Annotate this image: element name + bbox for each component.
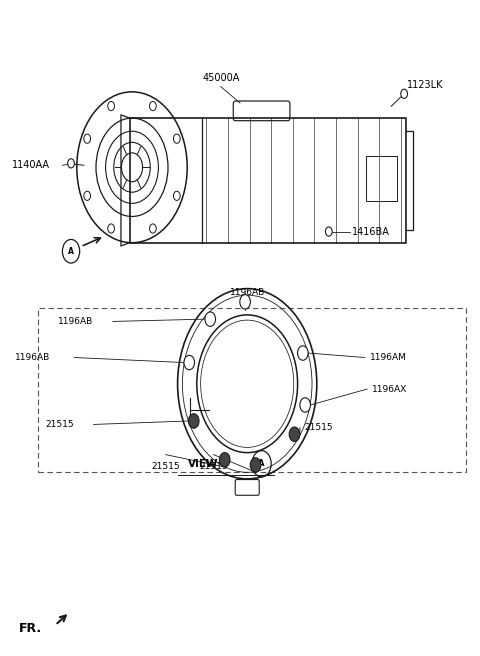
Bar	[38, 308, 466, 472]
Circle shape	[289, 427, 300, 441]
Text: A: A	[258, 459, 265, 468]
Circle shape	[240, 295, 251, 309]
Text: 1123LK: 1123LK	[407, 80, 444, 90]
Text: 21515: 21515	[199, 462, 228, 472]
Text: 21515: 21515	[151, 462, 180, 472]
Circle shape	[401, 89, 408, 98]
Text: 1196AB: 1196AB	[59, 317, 94, 326]
Circle shape	[84, 192, 91, 201]
Circle shape	[298, 346, 308, 360]
Circle shape	[300, 398, 311, 412]
Circle shape	[325, 227, 332, 236]
Circle shape	[173, 134, 180, 143]
Text: 1196AB: 1196AB	[229, 287, 265, 297]
Circle shape	[108, 102, 114, 111]
Circle shape	[205, 312, 216, 326]
Text: VIEW: VIEW	[188, 459, 218, 470]
Circle shape	[150, 224, 156, 233]
Text: 21515: 21515	[46, 420, 74, 429]
Circle shape	[150, 102, 156, 111]
Text: A: A	[68, 247, 74, 256]
Circle shape	[68, 159, 74, 168]
Circle shape	[184, 356, 194, 370]
Text: 1196AM: 1196AM	[370, 353, 407, 362]
Text: 1196AX: 1196AX	[372, 384, 407, 394]
Text: 45000A: 45000A	[202, 73, 240, 83]
Text: 1416BA: 1416BA	[352, 226, 390, 237]
Text: 1140AA: 1140AA	[12, 160, 50, 171]
Text: 21515: 21515	[305, 423, 334, 432]
Text: FR.: FR.	[19, 622, 42, 635]
Circle shape	[219, 453, 230, 467]
Text: 1196AB: 1196AB	[15, 353, 50, 362]
Circle shape	[189, 414, 199, 428]
Circle shape	[108, 224, 114, 233]
Circle shape	[84, 134, 91, 143]
Circle shape	[173, 192, 180, 201]
Circle shape	[250, 458, 261, 472]
